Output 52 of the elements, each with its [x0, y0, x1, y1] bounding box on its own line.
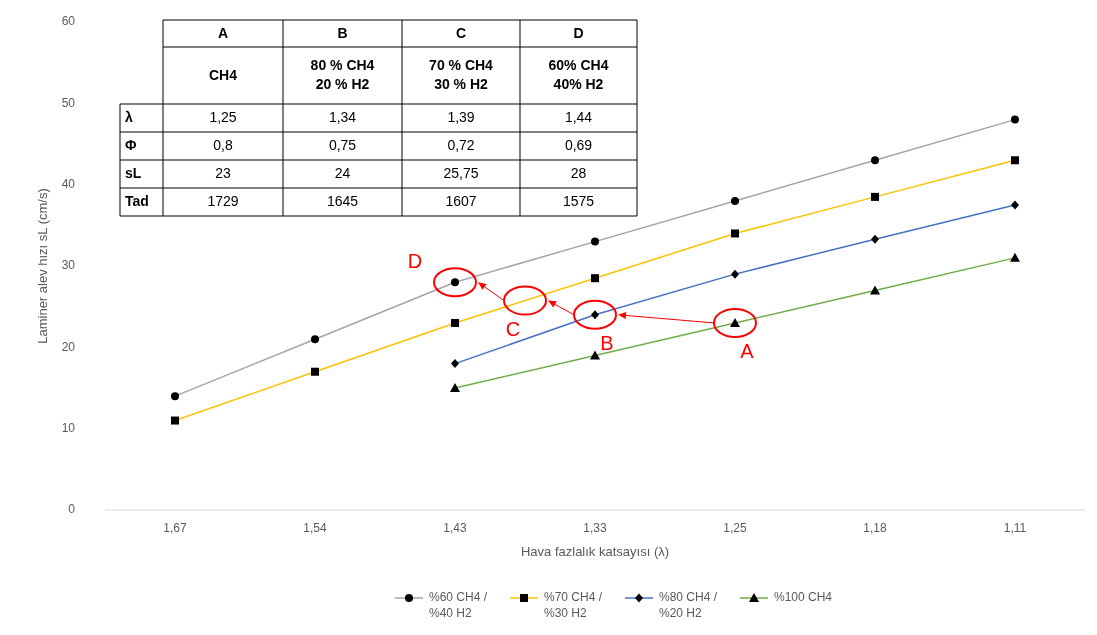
text: 24	[334, 164, 351, 181]
annotation: C	[505, 317, 521, 340]
text: 1,39	[447, 108, 475, 125]
text: 1645	[326, 192, 359, 209]
annotation: 60% CH4 40% H2	[548, 56, 609, 92]
category-label: A	[217, 24, 229, 41]
y-axis-title: Laminer alev hızı sL (cm/s)	[35, 188, 50, 344]
legend-label: %80 CH4 / %20 H2	[659, 590, 718, 621]
text: 1607	[445, 192, 477, 209]
x-tick-label: 1,33	[583, 521, 607, 535]
y-tick-label: 30	[61, 258, 76, 273]
x-tick-label: 1,43	[443, 521, 467, 535]
text: 25,75	[443, 164, 479, 181]
annotation: 70 % CH4 30 % H2	[429, 56, 494, 92]
text: 0,75	[328, 136, 357, 153]
legend-label: %60 CH4 / %40 H2	[429, 590, 488, 621]
annotation: B	[600, 332, 614, 355]
legend-label: %70 CH4 / %30 H2	[544, 590, 603, 621]
y-tick-label: 50	[61, 95, 76, 110]
text: 23	[215, 164, 231, 181]
x-axis-title: Hava fazlalık katsayısı (λ)	[520, 544, 670, 559]
text: 0,8	[213, 136, 233, 153]
category-label: Tad	[125, 192, 149, 209]
legend-label: %100 CH4	[774, 590, 833, 605]
annotation: D	[407, 249, 423, 272]
x-tick-label: 1,25	[723, 521, 747, 535]
text: 1729	[207, 192, 239, 209]
text: 1575	[562, 192, 595, 209]
y-tick-label: 60	[61, 14, 76, 29]
annotation: 80 % CH4 20 % H2	[310, 56, 375, 92]
category-label: λ	[125, 108, 133, 125]
y-tick-label: 40	[61, 176, 76, 191]
x-tick-label: 1,67	[163, 521, 187, 535]
category-label: C	[455, 24, 467, 41]
category-label: sL	[125, 164, 142, 181]
text: 0,69	[564, 136, 593, 153]
text: 1,44	[564, 108, 593, 125]
category-label: B	[337, 24, 348, 41]
y-tick-label: 20	[61, 339, 76, 354]
text: 28	[570, 164, 587, 181]
annotation: A	[740, 340, 755, 363]
y-tick-label: 0	[68, 502, 76, 517]
category-label: D	[573, 24, 584, 41]
text: 1,34	[328, 108, 357, 125]
x-tick-label: 1,18	[863, 521, 887, 535]
text: 0,72	[447, 136, 475, 153]
x-tick-label: 1,54	[303, 521, 327, 535]
annotation: CH4	[208, 66, 238, 83]
y-tick-label: 10	[61, 420, 76, 435]
category-label: Φ	[125, 136, 137, 153]
x-tick-label: 1,11	[1003, 521, 1027, 535]
text: 1,25	[209, 108, 237, 125]
